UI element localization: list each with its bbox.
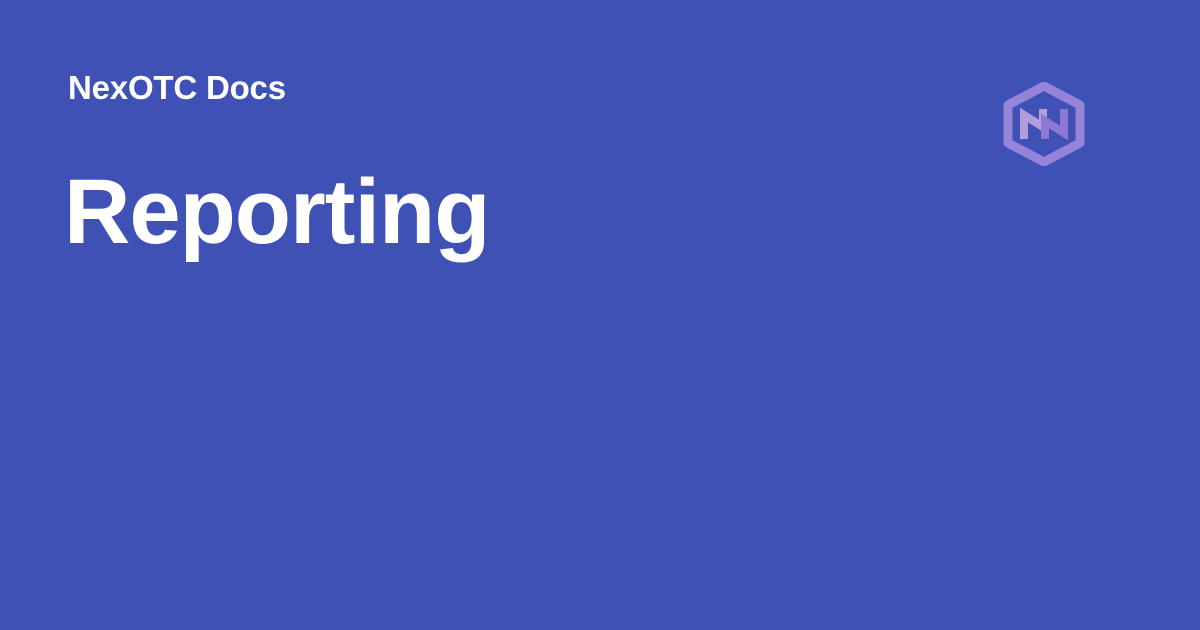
- page-title: Reporting: [64, 161, 490, 263]
- site-name: NexOTC Docs: [68, 69, 286, 106]
- nexotc-logo-icon: [1003, 81, 1085, 167]
